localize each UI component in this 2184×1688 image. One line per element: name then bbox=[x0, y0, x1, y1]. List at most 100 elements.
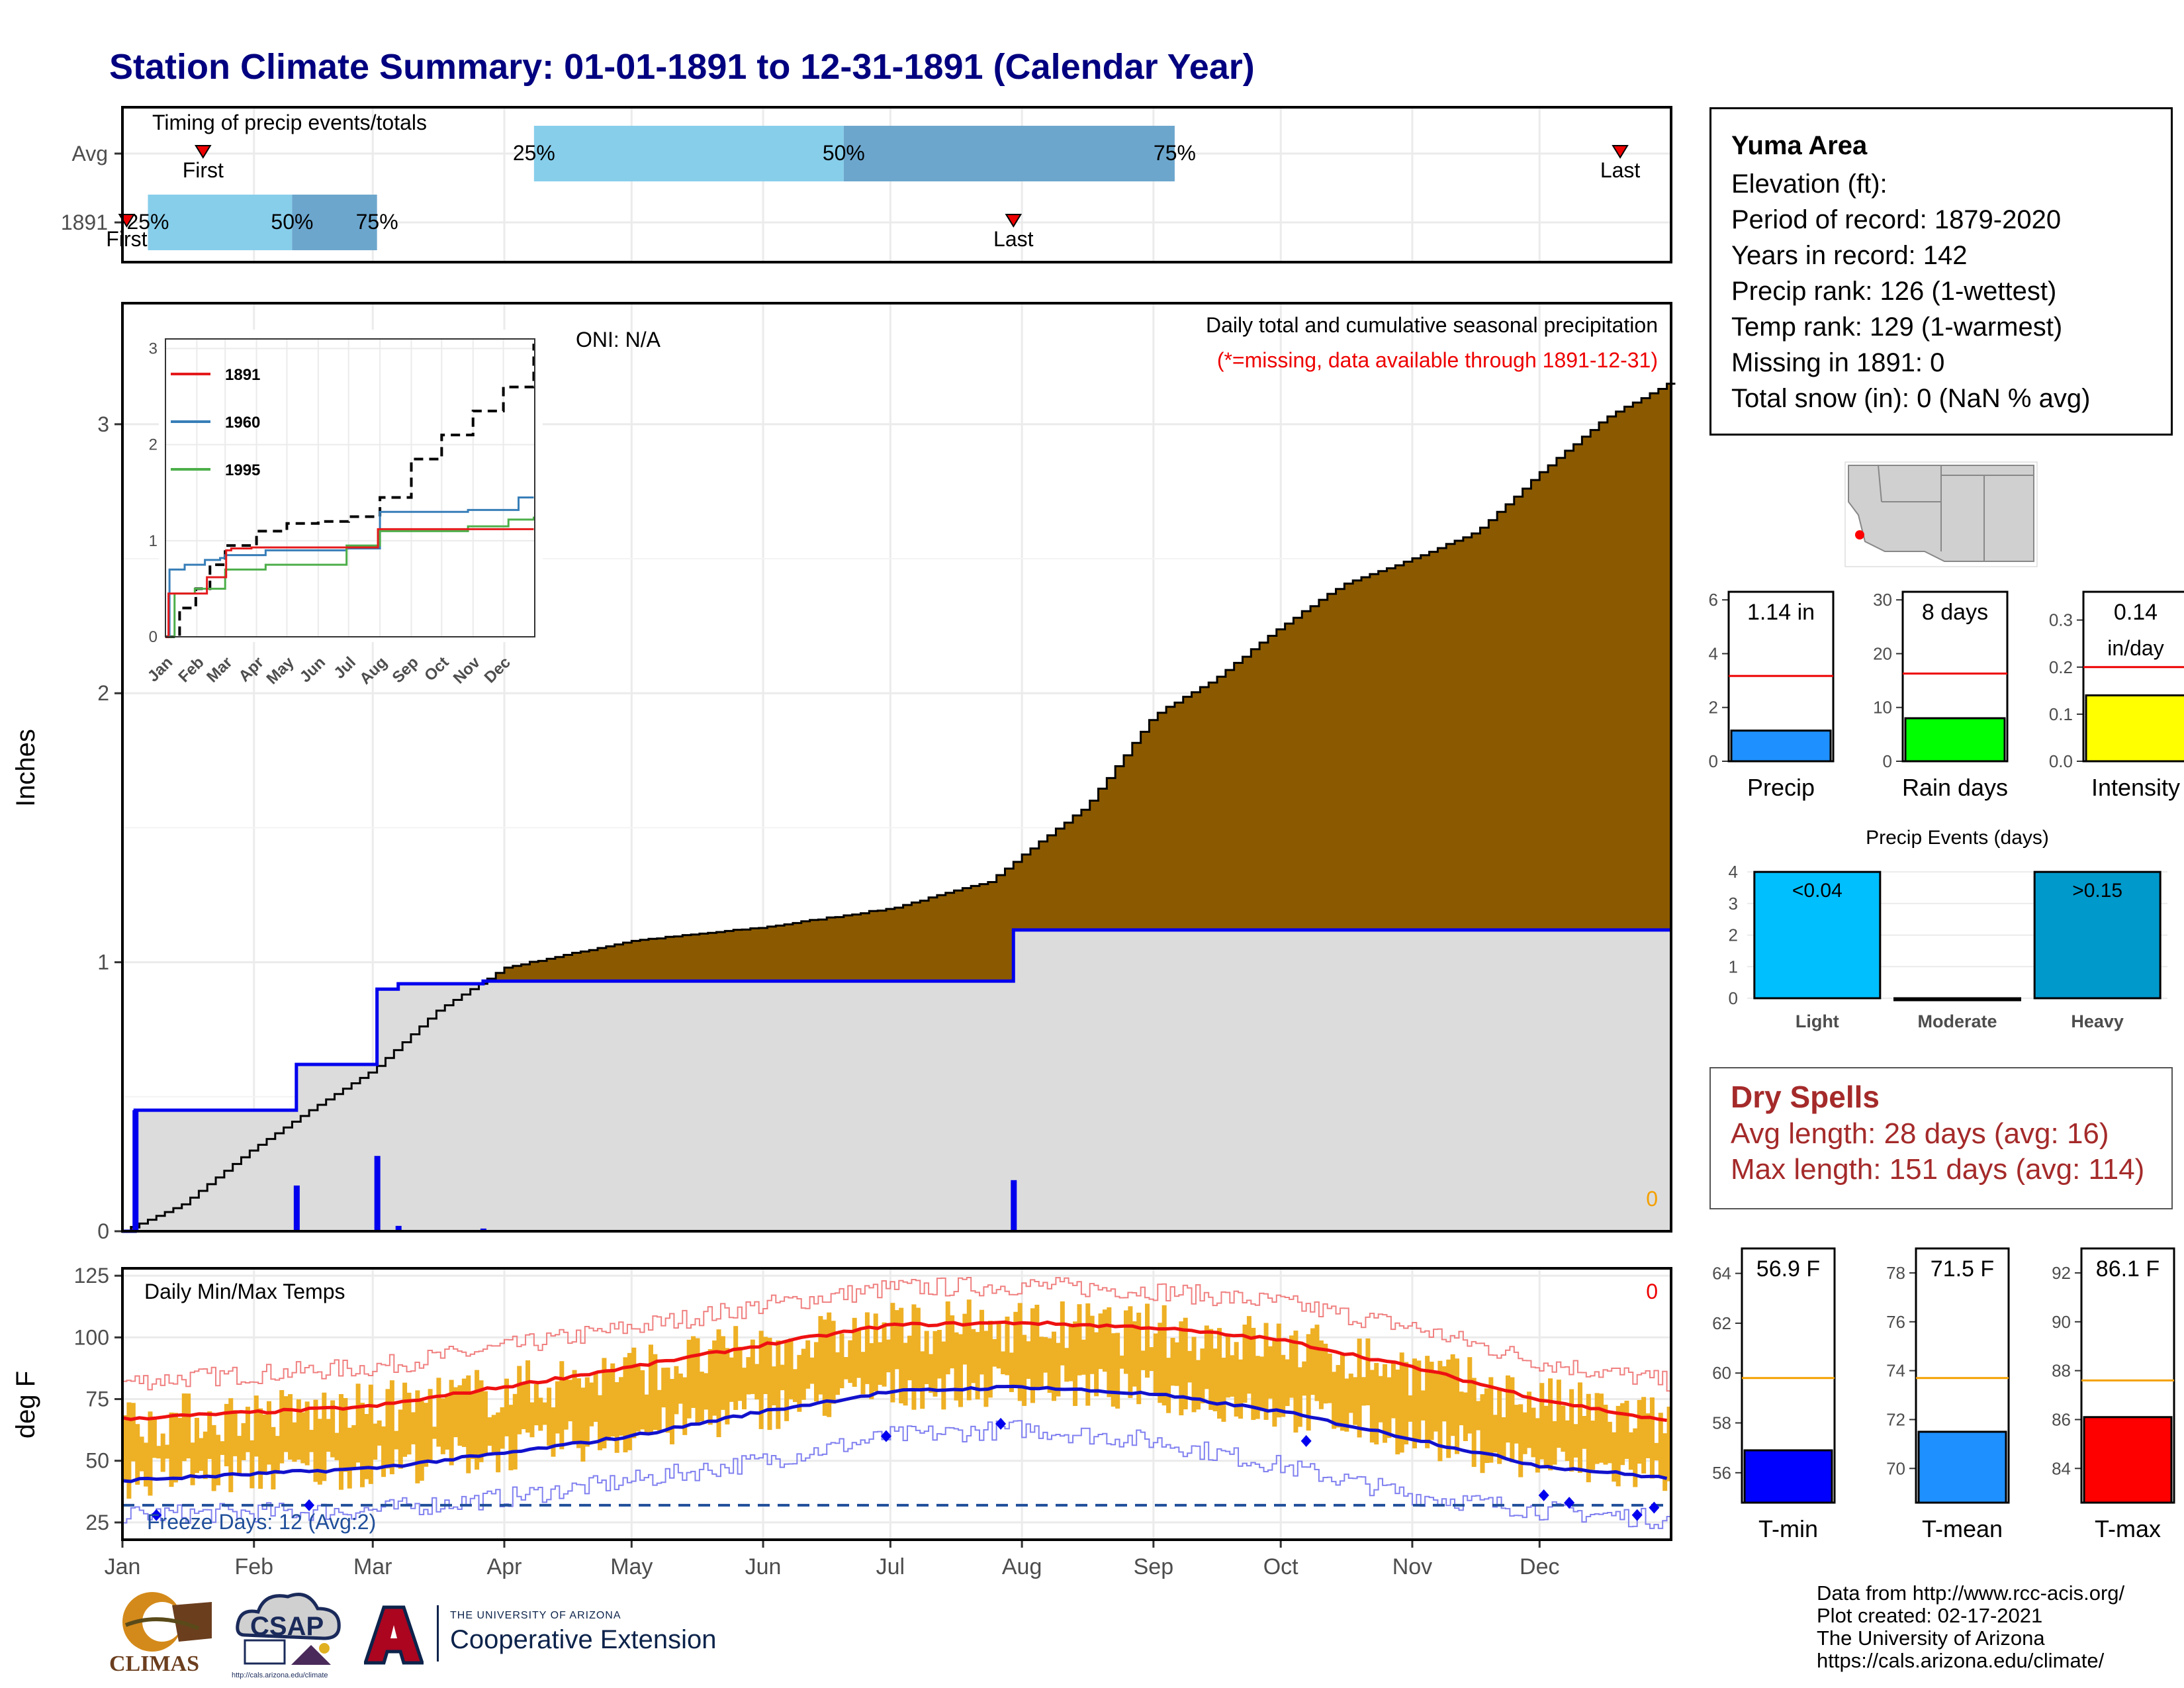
temp-y-tick-label: 125 bbox=[74, 1264, 109, 1288]
temp-daily-bar bbox=[1153, 1333, 1158, 1393]
temp-daily-bar bbox=[1073, 1321, 1078, 1406]
precip-y-tick-label: 4 bbox=[1709, 643, 1718, 663]
temp-daily-bar bbox=[1353, 1377, 1358, 1425]
temp-daily-bar bbox=[788, 1338, 794, 1399]
temp-daily-bar bbox=[1272, 1338, 1277, 1427]
temp-daily-bar bbox=[373, 1423, 378, 1460]
temp-daily-bar bbox=[758, 1331, 764, 1429]
temp-freeze-point bbox=[1300, 1434, 1312, 1447]
temp-daily-bar bbox=[839, 1333, 844, 1389]
temp-daily-bar bbox=[521, 1384, 526, 1429]
tmean-value-text: 71.5 F bbox=[1931, 1256, 1994, 1282]
temp-record-rec_max bbox=[122, 1277, 1671, 1392]
tmean-y-tick-label: 70 bbox=[1886, 1458, 1905, 1478]
temp-daily-bar bbox=[1399, 1352, 1404, 1453]
temp-daily-bar bbox=[317, 1419, 322, 1485]
temp-daily-bar bbox=[716, 1329, 721, 1438]
precip-value-bar bbox=[1730, 729, 1832, 763]
temp-daily-bar bbox=[406, 1392, 412, 1455]
temp-daily-bar bbox=[1166, 1358, 1171, 1413]
events-category-label: Heavy bbox=[2071, 1011, 2124, 1031]
temp-daily-bar bbox=[1612, 1432, 1617, 1482]
temp-freeze-point bbox=[304, 1499, 315, 1511]
tmin-label: T-min bbox=[1758, 1515, 1818, 1542]
temp-freeze-point bbox=[995, 1417, 1007, 1430]
temp-daily-bar bbox=[487, 1417, 492, 1446]
station-info-box: Yuma Area Elevation (ft): Period of reco… bbox=[1709, 107, 2173, 436]
temp-daily-bar bbox=[878, 1342, 883, 1385]
temp-x-tick-label: Jan bbox=[105, 1554, 141, 1579]
temp-daily-bar bbox=[936, 1329, 942, 1379]
temp-daily-bar bbox=[415, 1390, 420, 1483]
temp-daily-bar bbox=[1522, 1412, 1527, 1454]
temp-daily-bar bbox=[1005, 1316, 1010, 1376]
temp-daily-bar bbox=[584, 1377, 590, 1447]
temp-daily-bar bbox=[165, 1444, 170, 1459]
temp-daily-bar bbox=[733, 1326, 739, 1410]
temp-daily-bar bbox=[1089, 1315, 1095, 1374]
events-y-tick-label: 0 bbox=[1729, 988, 1738, 1008]
timing-label-last: Last bbox=[993, 227, 1034, 251]
temp-daily-bar bbox=[771, 1366, 776, 1405]
temp-daily-bar bbox=[220, 1441, 225, 1455]
temp-daily-bar bbox=[1225, 1333, 1230, 1398]
tmax-y-tick-label: 84 bbox=[2052, 1458, 2071, 1478]
temp-daily-bar bbox=[228, 1398, 234, 1493]
precip-missing-note: (*=missing, data available through 1891-… bbox=[1217, 348, 1658, 372]
temp-daily-bar bbox=[1624, 1401, 1629, 1459]
raindays-value-bar bbox=[1904, 717, 2006, 763]
temp-daily-bar bbox=[746, 1357, 751, 1395]
temp-daily-bar bbox=[148, 1411, 153, 1496]
temp-chart: Jan Feb Mar Apr May Jun Jul Aug Sep Oct Nov Dec 25 50… bbox=[11, 1264, 1672, 1579]
temp-daily-bar bbox=[886, 1339, 891, 1373]
temp-daily-bar bbox=[1548, 1378, 1553, 1471]
tmin-value-bar bbox=[1743, 1449, 1833, 1504]
precip-y-tick-label: 2 bbox=[1709, 698, 1718, 718]
temp-daily-bar bbox=[869, 1343, 874, 1399]
inset-y-tick-label: 0 bbox=[149, 628, 158, 646]
temp-daily-bar bbox=[394, 1430, 399, 1450]
temp-daily-bar bbox=[1306, 1334, 1311, 1431]
temp-daily-bar bbox=[1149, 1347, 1154, 1372]
temp-daily-bar bbox=[933, 1331, 938, 1397]
temp-daily-bar bbox=[924, 1331, 929, 1385]
temp-daily-bar bbox=[491, 1415, 496, 1455]
temp-daily-bar bbox=[288, 1394, 293, 1460]
temp-daily-bar bbox=[598, 1395, 603, 1450]
temp-daily-bar bbox=[322, 1392, 327, 1481]
raindays-value-text: 8 days bbox=[1922, 600, 1988, 625]
temp-daily-bar bbox=[856, 1328, 862, 1378]
precip-y-tick-label: 3 bbox=[97, 412, 109, 436]
temp-daily-bar bbox=[436, 1378, 441, 1447]
temp-daily-bar bbox=[334, 1432, 340, 1460]
temp-daily-bar bbox=[1102, 1309, 1107, 1372]
temp-daily-bar bbox=[449, 1380, 454, 1466]
station-location-marker bbox=[1855, 530, 1864, 539]
intensity-y-tick-label: 0.0 bbox=[2049, 751, 2073, 771]
temp-daily-bar bbox=[1297, 1367, 1302, 1427]
temp-daily-bar bbox=[797, 1354, 802, 1412]
temp-x-tick-label: Nov bbox=[1392, 1554, 1432, 1579]
precip-value-text: 1.14 in bbox=[1747, 600, 1815, 625]
temp-x-tick-label: Feb bbox=[234, 1554, 273, 1579]
temp-daily-bar bbox=[945, 1301, 950, 1375]
tmean-y-tick-label: 78 bbox=[1886, 1263, 1905, 1283]
temp-freeze-days: Freeze Days: 12 (Avg:2) bbox=[147, 1510, 376, 1534]
tmean-y-tick-label: 72 bbox=[1886, 1409, 1905, 1429]
timing-label-50: 50% bbox=[823, 141, 865, 165]
temp-daily-bar bbox=[610, 1363, 615, 1437]
temp-daily-bar bbox=[835, 1352, 841, 1395]
dry-spells-title: Dry Spells bbox=[1731, 1080, 1880, 1114]
temp-daily-bar bbox=[1022, 1335, 1027, 1406]
temp-x-tick-label: Aug bbox=[1002, 1554, 1042, 1579]
precip-subtitle: Daily total and cumulative seasonal prec… bbox=[1206, 313, 1658, 337]
inset-y-tick-label: 3 bbox=[149, 340, 158, 358]
temp-daily-bar bbox=[1187, 1350, 1193, 1383]
temp-daily-bar bbox=[355, 1383, 361, 1463]
temp-daily-bar bbox=[330, 1400, 336, 1458]
temp-daily-bar bbox=[424, 1403, 429, 1467]
temp-daily-bar bbox=[1518, 1404, 1524, 1477]
temp-daily-bar bbox=[911, 1304, 917, 1410]
temp-daily-bar bbox=[1615, 1405, 1621, 1487]
